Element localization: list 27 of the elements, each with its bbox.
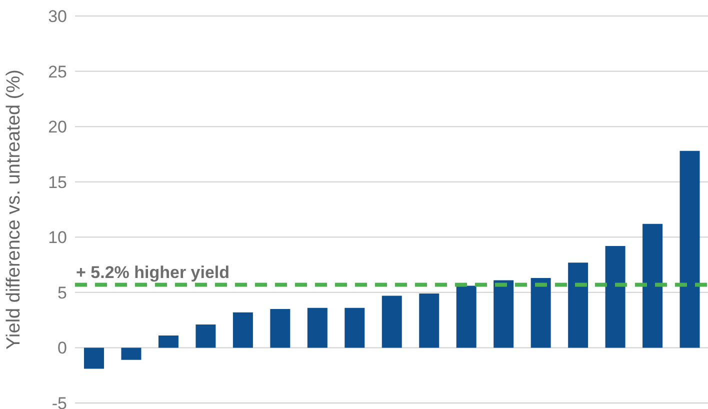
bar [196, 324, 216, 348]
y-axis-title: Yield difference vs. untreated (%) [4, 70, 25, 350]
bar [382, 296, 402, 348]
bar [121, 348, 142, 360]
bar [680, 150, 700, 348]
bar [605, 246, 626, 348]
y-tick-label: 25 [48, 62, 67, 82]
y-tick-label: 10 [48, 228, 67, 248]
y-tick-label: 15 [48, 172, 67, 192]
bar [307, 308, 328, 348]
bar [530, 278, 551, 348]
bar [642, 224, 663, 348]
y-tick-label: 5 [58, 283, 67, 302]
bar [232, 312, 253, 348]
y-tick-label: 0 [58, 338, 67, 358]
bar [344, 308, 365, 348]
bar [456, 286, 476, 348]
bar [419, 294, 440, 348]
y-tick-label: -5 [52, 394, 67, 409]
y-tick-label: 20 [48, 118, 67, 137]
y-tick-label: 30 [48, 7, 67, 26]
bar [270, 309, 290, 348]
bar [158, 336, 178, 348]
bar [84, 348, 104, 369]
ref-line-label: + 5.2% higher yield [76, 262, 230, 282]
bar [568, 262, 588, 348]
bar [494, 280, 514, 348]
